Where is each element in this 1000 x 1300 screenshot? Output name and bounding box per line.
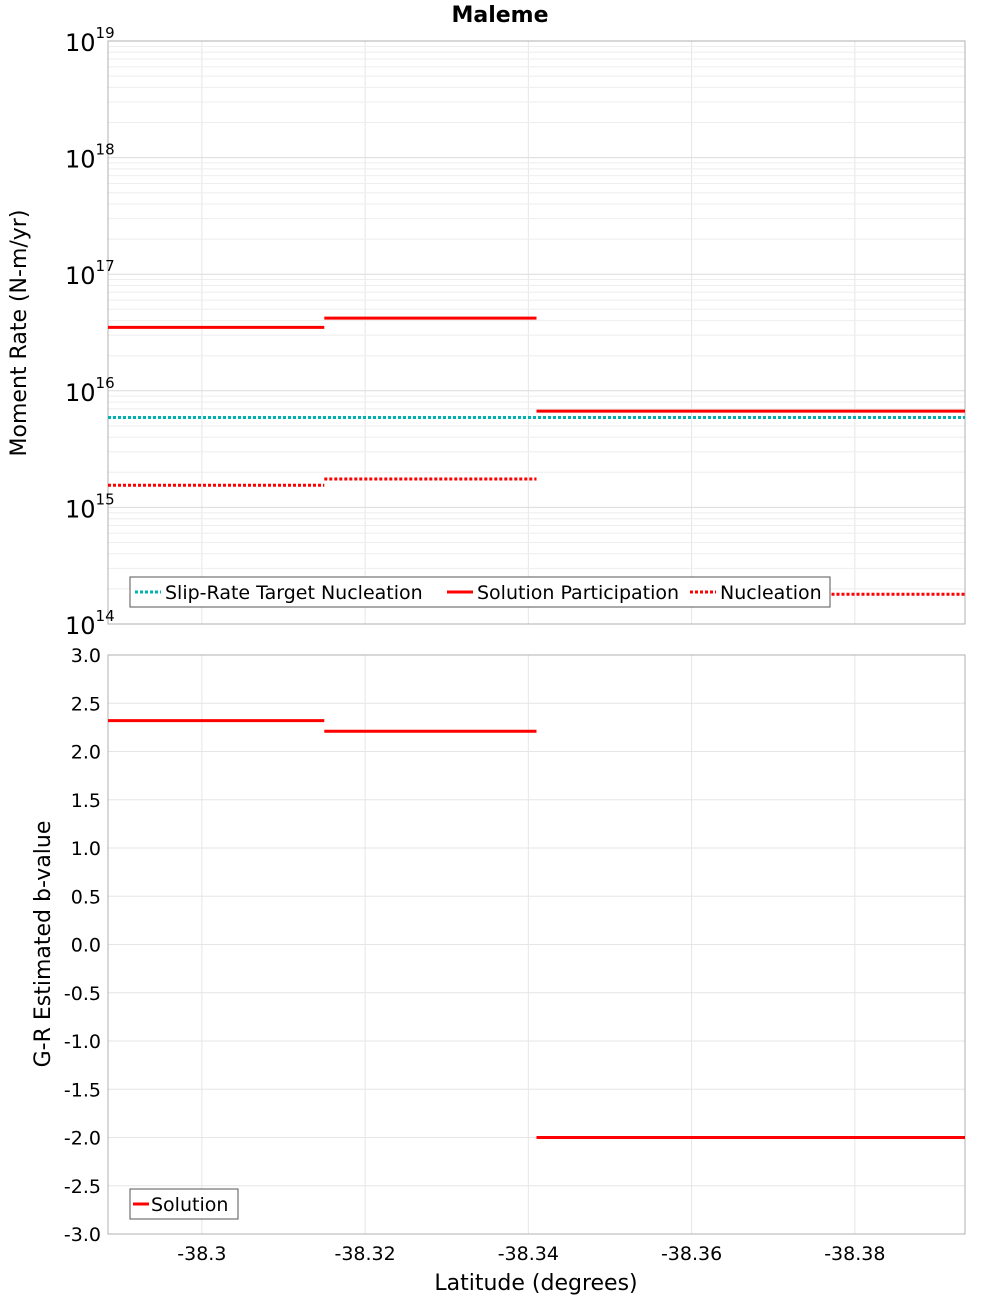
b-value-plot: 3.0 2.5 2.0 1.5 1.0 0.5 0.0 -0.5 -1.0 -1.5 -2.0 -2.… xyxy=(31,645,966,1296)
bottom-y-tick-label: -0.5 xyxy=(64,983,101,1005)
legend-label: Solution xyxy=(151,1194,228,1216)
legend-label: Solution Participation xyxy=(477,582,679,604)
bottom-y-tick-label: 1.0 xyxy=(71,838,101,860)
top-y-tick-label: 1017 xyxy=(65,257,115,290)
bottom-y-tick-label: 0.0 xyxy=(71,935,101,957)
chart-title: Maleme xyxy=(451,3,548,28)
top-y-tick-label: 1019 xyxy=(65,24,115,57)
bottom-plot-frame xyxy=(107,654,966,1235)
bottom-y-tick-label: -3.0 xyxy=(64,1224,101,1246)
top-plot-area xyxy=(108,41,965,624)
bottom-y-tick-label: -1.5 xyxy=(64,1079,101,1101)
top-y-tick-label: 1015 xyxy=(65,490,115,523)
top-plot-frame xyxy=(107,40,966,625)
x-tick-label: -38.38 xyxy=(824,1243,885,1265)
x-axis-label: Latitude (degrees) xyxy=(434,1271,637,1296)
bottom-y-tick-label: -2.0 xyxy=(64,1128,101,1150)
moment-rate-plot: 1014 1015 1016 1017 1018 1019 Maleme Moment Rat… xyxy=(7,3,966,640)
top-y-tick-label: 1014 xyxy=(65,607,115,640)
top-y-axis-label: Moment Rate (N-m/yr) xyxy=(7,210,32,457)
bottom-y-tick-label: 2.0 xyxy=(71,742,101,764)
bottom-y-tick-label: 2.5 xyxy=(71,693,101,715)
x-tick-label: -38.3 xyxy=(177,1243,226,1265)
legend-label: Nucleation xyxy=(720,582,822,604)
top-legend xyxy=(129,576,831,608)
legend-label: Slip-Rate Target Nucleation xyxy=(165,582,423,604)
x-tick-label: -38.36 xyxy=(661,1243,722,1265)
top-y-tick-label: 1016 xyxy=(65,374,115,407)
bottom-y-tick-label: -1.0 xyxy=(64,1031,101,1053)
bottom-y-tick-label: 3.0 xyxy=(71,645,101,667)
top-y-tick-label: 1018 xyxy=(65,141,115,174)
bottom-y-tick-label: -2.5 xyxy=(64,1176,101,1198)
x-tick-label: -38.32 xyxy=(334,1243,395,1265)
bottom-y-axis-label: G-R Estimated b-value xyxy=(31,821,56,1068)
bottom-y-tick-label: 1.5 xyxy=(71,790,101,812)
bottom-y-tick-label: 0.5 xyxy=(71,886,101,908)
x-tick-label: -38.34 xyxy=(498,1243,559,1265)
